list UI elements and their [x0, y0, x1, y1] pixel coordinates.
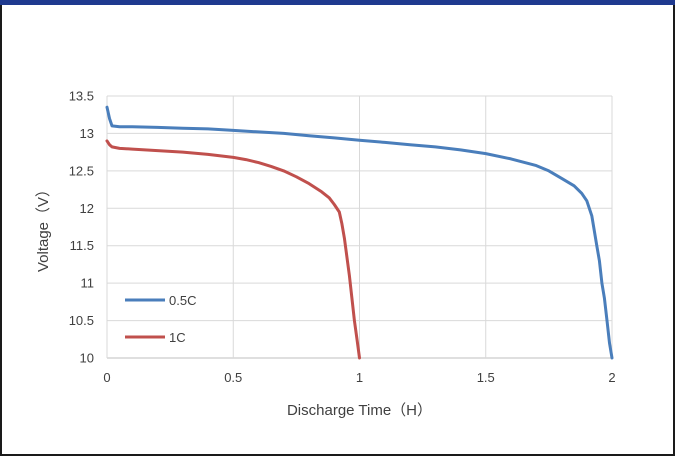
y-tick-label: 11: [81, 276, 95, 291]
chart-series: [105, 105, 614, 360]
series-line-1c: [105, 139, 361, 360]
y-tick-label: 11.5: [70, 238, 94, 253]
series-line-0-5c: [105, 105, 614, 360]
x-axis-title: Discharge Time（H）: [287, 402, 432, 419]
legend-label: 1C: [169, 330, 186, 345]
y-axis-title: Voltage（V）: [35, 182, 52, 272]
y-tick-label: 10.5: [69, 313, 94, 328]
x-tick-label: 1: [356, 370, 363, 385]
y-tick-label: 12.5: [69, 163, 94, 178]
y-tick-label: 13: [80, 126, 94, 141]
y-tick-label: 10: [80, 351, 94, 366]
header-bar: [0, 0, 675, 5]
x-tick-label: 0: [103, 370, 110, 385]
y-tick-label: 13.5: [69, 89, 94, 104]
y-tick-label: 12: [80, 201, 94, 216]
x-tick-label: 1.5: [477, 370, 495, 385]
x-tick-label: 0.5: [224, 370, 242, 385]
chart-grid: [106, 95, 613, 359]
legend-label: 0.5C: [169, 293, 196, 308]
x-tick-label: 2: [608, 370, 615, 385]
chart-legend: 0.5C 1C: [125, 293, 196, 345]
